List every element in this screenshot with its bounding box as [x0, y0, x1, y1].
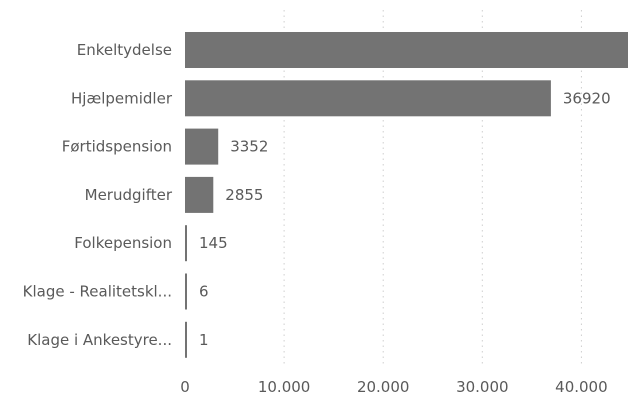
value-label: 2855 — [225, 186, 263, 204]
category-label: Enkeltydelse — [77, 41, 172, 59]
value-label: 145 — [199, 234, 228, 252]
x-tick-label: 10.000 — [258, 378, 311, 394]
value-label: 6 — [199, 283, 209, 301]
category-label: Klage i Ankestyre... — [27, 331, 172, 349]
bar — [185, 321, 187, 358]
bar — [185, 128, 219, 165]
bar — [185, 176, 214, 213]
bar — [185, 32, 628, 68]
category-label: Førtidspension — [62, 138, 172, 156]
x-tick-label: 40.000 — [555, 378, 608, 394]
bar — [185, 225, 187, 262]
x-tick-label: 30.000 — [456, 378, 509, 394]
value-label: 1 — [199, 331, 209, 349]
value-label: 36920 — [563, 89, 611, 107]
value-label: 3352 — [230, 138, 268, 156]
category-label: Klage - Realitetskl... — [23, 283, 172, 301]
x-tick-label: 0 — [180, 378, 190, 394]
bar — [185, 273, 187, 310]
category-label: Merudgifter — [85, 186, 173, 204]
x-tick-label: 20.000 — [357, 378, 410, 394]
category-label: Hjælpemidler — [71, 89, 173, 107]
category-label: Folkepension — [74, 234, 172, 252]
bar — [185, 80, 551, 117]
